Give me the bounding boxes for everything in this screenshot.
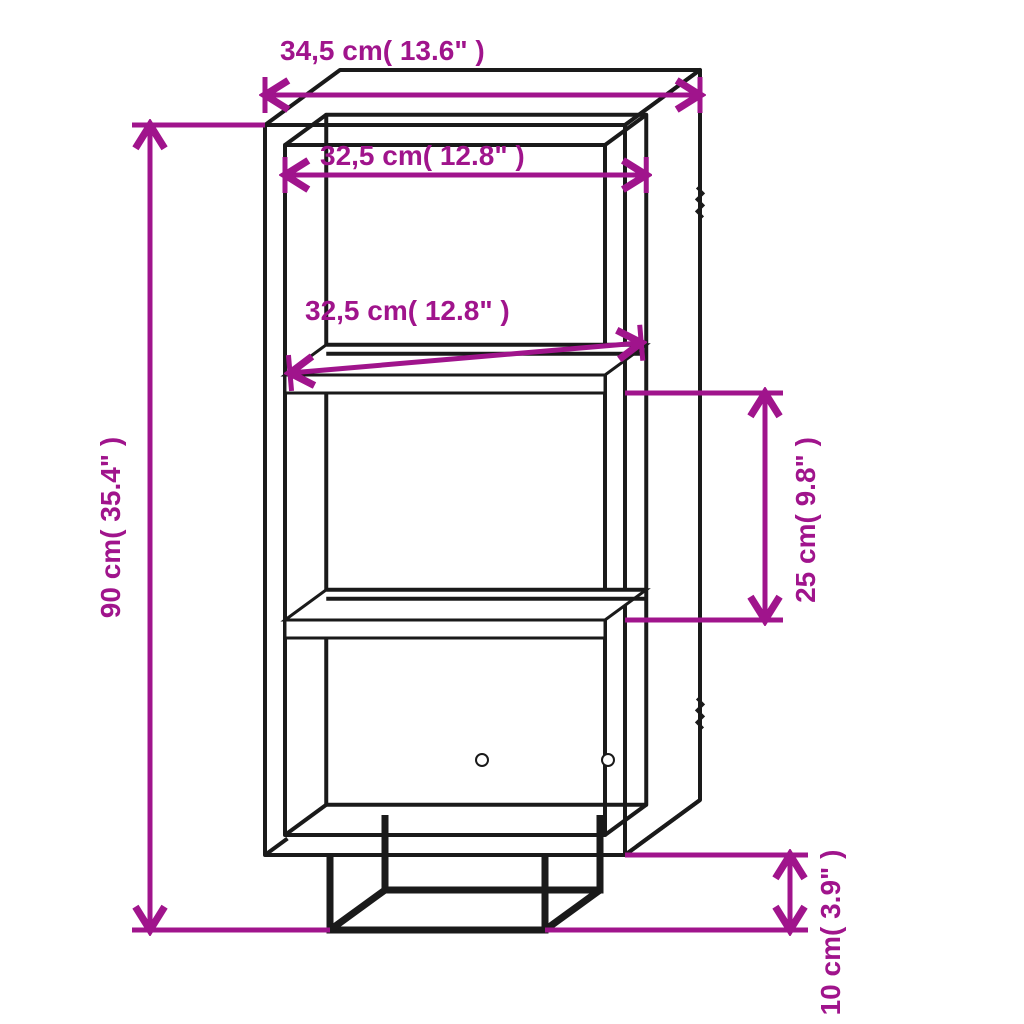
dim-leg-height	[772, 855, 808, 930]
dimension-drawing: 34,5 cm( 13.6" ) 32,5 cm( 12.8" ) 32,5 cm(…	[0, 0, 1024, 1024]
total-height-label: 90 cm( 35.4" )	[95, 437, 126, 618]
inner-width-label: 32,5 cm( 12.8" )	[320, 140, 525, 171]
depth-label: 32,5 cm( 12.8" )	[305, 295, 510, 326]
leg-height-label: 10 cm( 3.9" )	[815, 850, 846, 1016]
dim-shelf-gap	[747, 393, 783, 620]
shelf-gap-label: 25 cm( 9.8" )	[790, 437, 821, 603]
total-width-label: 34,5 cm( 13.6" )	[280, 35, 485, 66]
dim-total-height	[132, 125, 168, 930]
